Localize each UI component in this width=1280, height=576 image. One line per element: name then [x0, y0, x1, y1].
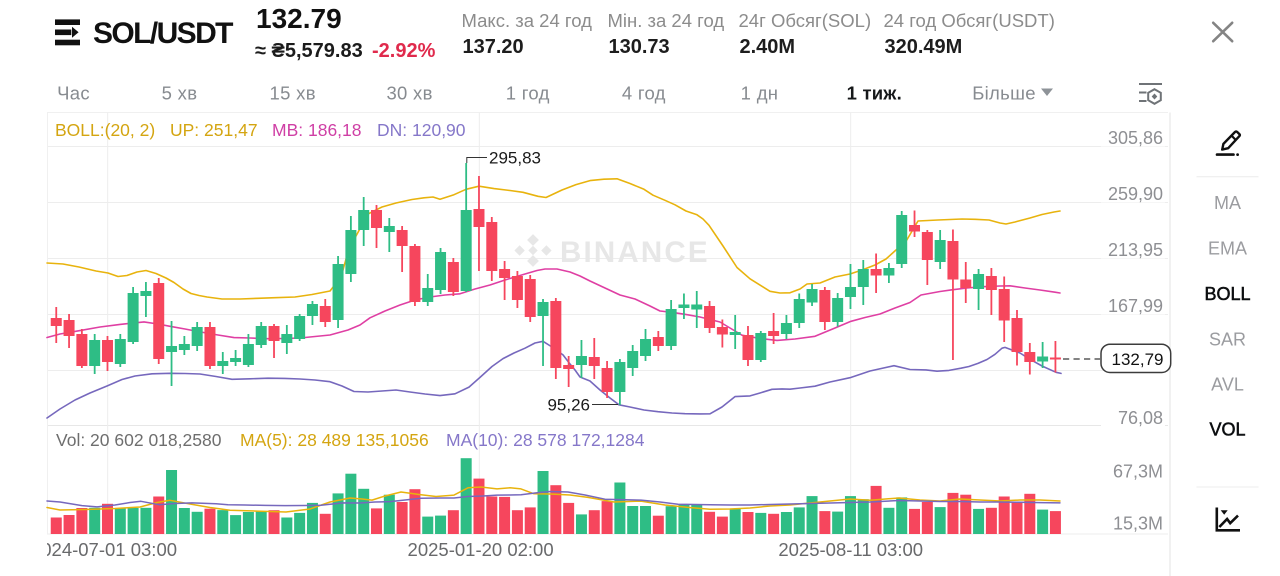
- svg-text:1 дн: 1 дн: [741, 83, 779, 104]
- svg-text:BINANCE: BINANCE: [560, 236, 710, 269]
- svg-text:137.20: 137.20: [463, 36, 524, 58]
- svg-text:AVL: AVL: [1211, 375, 1244, 395]
- svg-text:5 хв: 5 хв: [162, 83, 198, 104]
- svg-text:Мін. за 24 год: Мін. за 24 год: [608, 10, 725, 31]
- svg-text:MA(10): 28 578 172,1284: MA(10): 28 578 172,1284: [446, 430, 645, 450]
- svg-text:VOL: VOL: [1209, 420, 1245, 440]
- svg-text:295,83: 295,83: [489, 149, 541, 168]
- svg-text:2.40M: 2.40M: [740, 36, 796, 58]
- svg-text:1 год: 1 год: [506, 83, 550, 104]
- svg-text:≈ ₴5,579.83: ≈ ₴5,579.83: [255, 40, 363, 62]
- svg-text:24 год Обсяг(USDT): 24 год Обсяг(USDT): [884, 10, 1055, 31]
- svg-text:-2.92%: -2.92%: [372, 40, 436, 62]
- svg-text:EMA: EMA: [1208, 239, 1247, 259]
- svg-text:24г Обсяг(SOL): 24г Обсяг(SOL): [739, 10, 872, 31]
- svg-text:Макс. за 24 год: Макс. за 24 год: [462, 10, 593, 31]
- svg-text:15,3M: 15,3M: [1113, 514, 1163, 534]
- svg-text:130.73: 130.73: [609, 36, 670, 58]
- svg-text:95,26: 95,26: [547, 396, 590, 415]
- svg-text:DN: 120,90: DN: 120,90: [377, 120, 466, 140]
- svg-text:259,90: 259,90: [1108, 184, 1163, 204]
- svg-text:213,95: 213,95: [1108, 240, 1163, 260]
- svg-text:15 хв: 15 хв: [270, 83, 316, 104]
- svg-text:SAR: SAR: [1209, 330, 1246, 350]
- svg-text:132,79: 132,79: [1112, 350, 1164, 369]
- svg-text:UP: 251,47: UP: 251,47: [170, 120, 258, 140]
- svg-text:Час: Час: [57, 83, 90, 104]
- svg-text:167,99: 167,99: [1108, 296, 1163, 316]
- svg-text:2025-08-11 03:00: 2025-08-11 03:00: [778, 539, 923, 560]
- svg-text:4 год: 4 год: [622, 83, 666, 104]
- svg-text:2025-01-20 02:00: 2025-01-20 02:00: [408, 539, 554, 560]
- svg-text:SOL/USDT: SOL/USDT: [93, 17, 233, 50]
- svg-text:2024-07-01 03:00: 2024-07-01 03:00: [31, 539, 177, 560]
- svg-text:305,86: 305,86: [1108, 128, 1163, 148]
- svg-text:320.49M: 320.49M: [885, 36, 963, 58]
- svg-text:MA: MA: [1214, 193, 1241, 213]
- svg-text:30 хв: 30 хв: [386, 83, 432, 104]
- svg-text:BOLL:(20, 2): BOLL:(20, 2): [55, 120, 155, 140]
- svg-text:1 тиж.: 1 тиж.: [847, 83, 902, 104]
- svg-text:Більше: Більше: [972, 83, 1036, 104]
- svg-text:Vol: 20 602 018,2580: Vol: 20 602 018,2580: [56, 430, 222, 450]
- svg-text:67,3M: 67,3M: [1113, 461, 1163, 481]
- svg-text:MA(5): 28 489 135,1056: MA(5): 28 489 135,1056: [240, 430, 429, 450]
- svg-text:76,08: 76,08: [1118, 408, 1163, 428]
- svg-text:MB: 186,18: MB: 186,18: [272, 120, 362, 140]
- svg-text:132.79: 132.79: [256, 3, 342, 34]
- svg-text:BOLL: BOLL: [1204, 284, 1250, 304]
